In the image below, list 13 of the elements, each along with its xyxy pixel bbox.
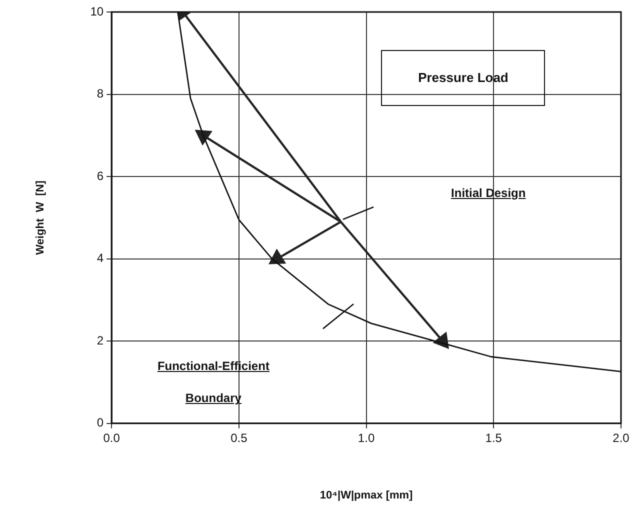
y-tick-label: 8 xyxy=(96,86,104,101)
x-tick-label: 2.0 xyxy=(612,430,630,445)
x-axis-title: 10⁴|W|pmax [mm] xyxy=(320,489,414,502)
y-tick-label: 6 xyxy=(96,168,104,183)
y-tick-label: 4 xyxy=(96,251,104,266)
x-tick-label: 1.0 xyxy=(358,430,375,445)
y-tick-label: 0 xyxy=(96,416,104,430)
x-tick-label: 1.5 xyxy=(485,430,502,445)
y-tick-label: 2 xyxy=(96,333,104,348)
x-tick-label: 0.5 xyxy=(230,430,248,445)
x-tick-label: 0.0 xyxy=(103,430,120,445)
y-axis-title: Weight W [N] xyxy=(34,180,47,255)
y-tick-label: 10 xyxy=(90,4,104,18)
